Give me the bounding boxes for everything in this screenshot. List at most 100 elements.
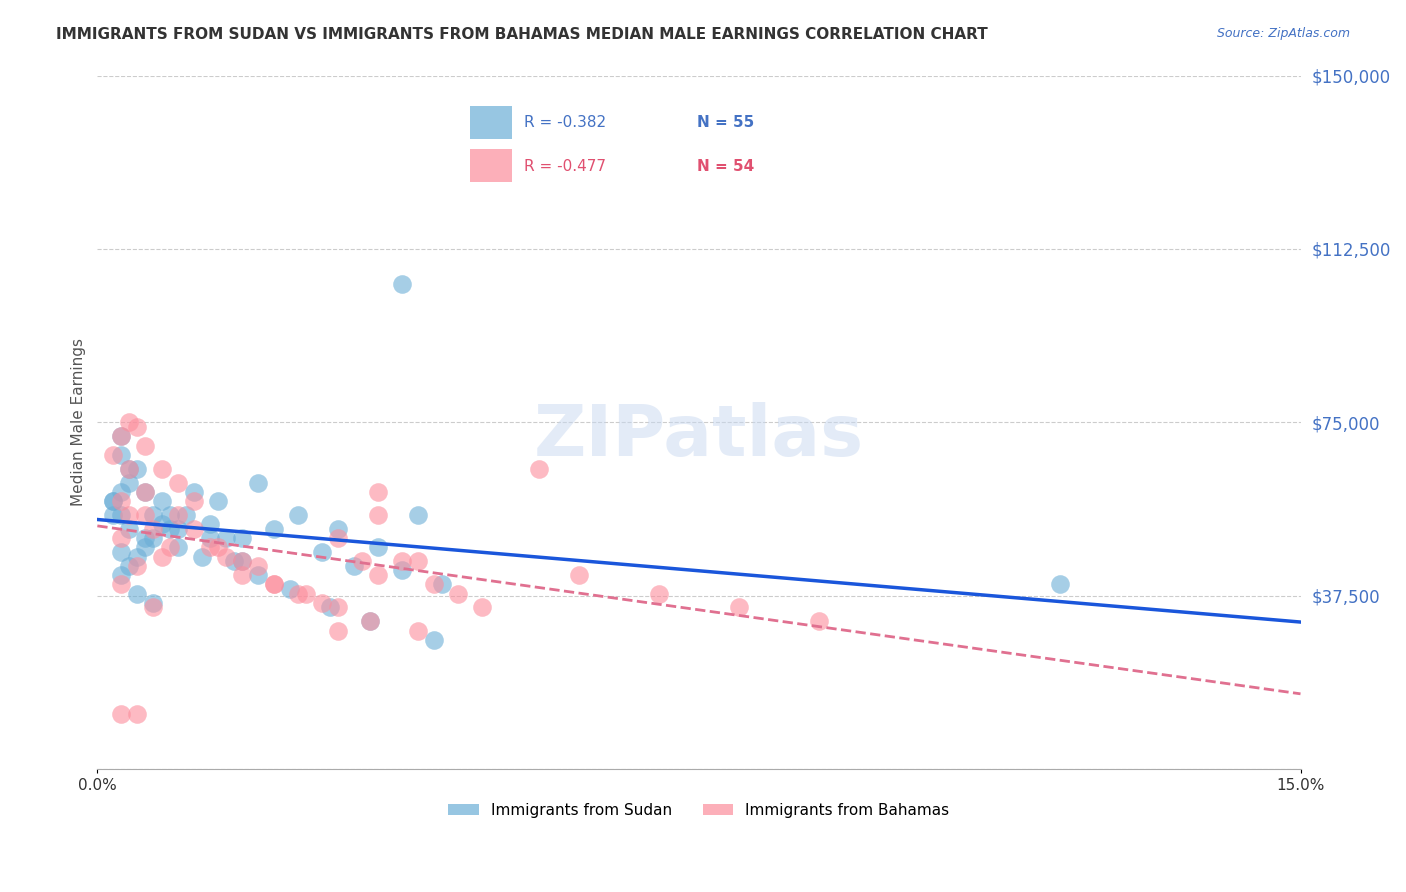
Point (103, 508, 125, 522)
Point (406, 508, 429, 522)
Point (207, 541, 229, 555)
Legend: Immigrants from Sudan, Immigrants from Bahamas: Immigrants from Sudan, Immigrants from B… (441, 797, 956, 824)
Point (183, 494, 205, 508)
Point (150, 461, 173, 475)
Point (110, 484, 132, 499)
Point (808, 615, 831, 629)
Point (110, 429, 132, 443)
Point (311, 596, 333, 610)
Point (423, 632, 446, 647)
Point (231, 554, 253, 568)
Point (391, 554, 413, 568)
Point (127, 461, 149, 475)
Point (134, 508, 156, 522)
Point (134, 484, 156, 499)
Point (134, 484, 156, 499)
Point (527, 461, 550, 475)
Point (166, 508, 188, 522)
Point (648, 586, 671, 600)
Point (447, 586, 470, 600)
Point (367, 568, 389, 582)
Point (183, 522, 205, 536)
Point (326, 600, 349, 615)
Point (127, 586, 149, 600)
Point (159, 541, 181, 555)
Text: ZIPatlas: ZIPatlas (534, 401, 865, 471)
Point (352, 554, 374, 568)
Point (423, 577, 446, 591)
Point (166, 475, 188, 490)
Point (110, 545, 132, 559)
Point (246, 558, 269, 573)
Point (359, 615, 381, 629)
Point (118, 416, 141, 430)
Point (110, 448, 132, 462)
Point (166, 522, 188, 536)
Point (278, 582, 301, 596)
Point (142, 596, 165, 610)
Point (118, 461, 141, 475)
Point (118, 558, 141, 573)
Point (198, 517, 221, 532)
Point (207, 494, 229, 508)
Point (142, 522, 165, 536)
Point (159, 522, 181, 536)
Point (127, 549, 149, 564)
Point (231, 554, 253, 568)
Point (326, 624, 349, 638)
Point (391, 277, 413, 291)
Point (103, 494, 125, 508)
Point (406, 624, 429, 638)
Point (215, 549, 238, 564)
Point (263, 522, 285, 536)
Point (246, 568, 269, 582)
Point (311, 545, 333, 559)
Point (343, 558, 366, 573)
Point (103, 448, 125, 462)
Point (215, 531, 238, 545)
Point (471, 600, 494, 615)
Point (367, 484, 389, 499)
Point (198, 531, 221, 545)
Point (359, 615, 381, 629)
Point (166, 541, 188, 555)
Point (231, 568, 253, 582)
Point (134, 541, 156, 555)
Point (134, 531, 156, 545)
Point (367, 541, 389, 555)
Point (198, 541, 221, 555)
Point (295, 586, 318, 600)
Point (246, 475, 269, 490)
Point (287, 508, 309, 522)
Point (150, 494, 173, 508)
Point (432, 577, 454, 591)
Point (110, 429, 132, 443)
Point (406, 554, 429, 568)
Point (127, 558, 149, 573)
Point (134, 438, 156, 452)
Point (287, 586, 309, 600)
Point (190, 549, 212, 564)
Point (319, 600, 342, 615)
Point (142, 508, 165, 522)
Point (103, 494, 125, 508)
Point (118, 475, 141, 490)
Point (1049, 577, 1071, 591)
Point (110, 508, 132, 522)
Point (118, 508, 141, 522)
Point (150, 517, 173, 532)
Point (222, 554, 245, 568)
Point (150, 549, 173, 564)
Point (326, 522, 349, 536)
Point (142, 600, 165, 615)
Y-axis label: Median Male Earnings: Median Male Earnings (72, 338, 86, 507)
Point (728, 600, 751, 615)
Point (159, 508, 181, 522)
Point (110, 531, 132, 545)
Point (110, 577, 132, 591)
Text: IMMIGRANTS FROM SUDAN VS IMMIGRANTS FROM BAHAMAS MEDIAN MALE EARNINGS CORRELATIO: IMMIGRANTS FROM SUDAN VS IMMIGRANTS FROM… (56, 27, 988, 42)
Point (127, 420, 149, 434)
Point (183, 484, 205, 499)
Point (263, 577, 285, 591)
Text: Source: ZipAtlas.com: Source: ZipAtlas.com (1216, 27, 1350, 40)
